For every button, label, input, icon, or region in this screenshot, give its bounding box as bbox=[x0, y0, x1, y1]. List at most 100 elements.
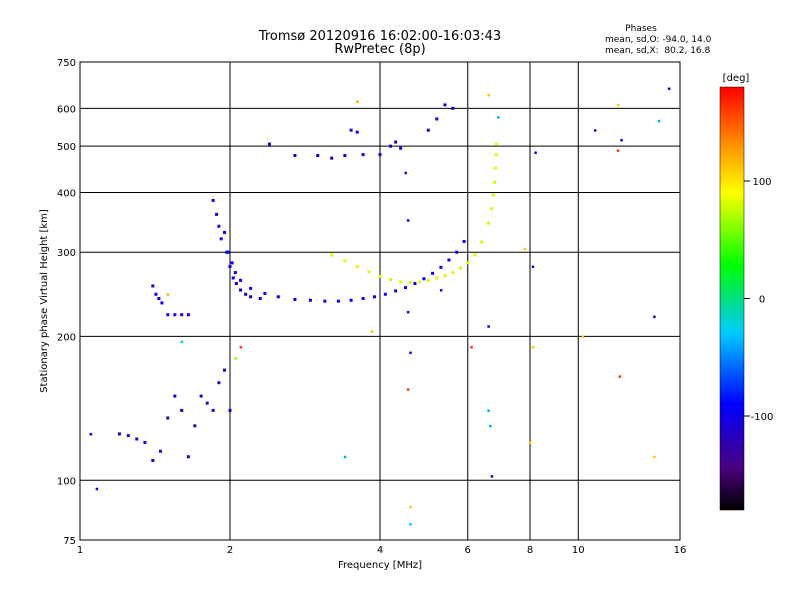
scatter-point bbox=[487, 93, 490, 97]
data-point bbox=[308, 298, 312, 302]
scatter-point bbox=[404, 171, 407, 175]
plot-frame bbox=[79, 61, 681, 541]
phases-panel-x-line: mean, sd,X: 80.2, 16.8 bbox=[605, 46, 711, 56]
scatter-point bbox=[406, 388, 410, 391]
scatter-point bbox=[534, 151, 537, 154]
data-point bbox=[205, 401, 209, 405]
data-point bbox=[399, 280, 403, 284]
data-point bbox=[228, 265, 232, 269]
data-point bbox=[211, 198, 215, 202]
colorbar-tick-label: -100 bbox=[751, 412, 774, 423]
data-point bbox=[193, 424, 197, 428]
scatter-point bbox=[523, 247, 527, 251]
data-point bbox=[239, 288, 243, 292]
data-point bbox=[378, 153, 382, 157]
data-point bbox=[160, 301, 164, 305]
x-tick-label: 8 bbox=[527, 545, 533, 556]
y-tick-label: 75 bbox=[63, 536, 76, 547]
colorbar-tick-label: 0 bbox=[759, 295, 765, 306]
data-point bbox=[249, 295, 253, 299]
data-point bbox=[426, 128, 430, 132]
data-point bbox=[173, 313, 177, 317]
data-points bbox=[89, 87, 671, 526]
data-point bbox=[231, 276, 235, 280]
data-point bbox=[267, 142, 271, 146]
x-axis-label: Frequency [MHz] bbox=[338, 560, 422, 571]
data-point bbox=[258, 297, 262, 301]
data-point bbox=[215, 212, 219, 216]
data-point bbox=[447, 258, 451, 262]
scatter-point bbox=[653, 315, 656, 319]
data-point bbox=[355, 130, 359, 134]
x-axis-ticks: 1 2 4 6 8 10 16 bbox=[77, 545, 687, 556]
colorbar-label: [deg] bbox=[723, 73, 750, 84]
data-point bbox=[217, 381, 221, 385]
data-point bbox=[180, 313, 184, 317]
data-point bbox=[186, 455, 190, 459]
scatter-point bbox=[616, 149, 620, 152]
scatter-point bbox=[581, 335, 585, 338]
data-point bbox=[234, 282, 238, 286]
data-point bbox=[494, 142, 498, 146]
scatter-point bbox=[239, 346, 243, 349]
scatter-point bbox=[667, 87, 671, 91]
data-point bbox=[367, 270, 371, 274]
data-point bbox=[239, 278, 243, 282]
data-point bbox=[180, 408, 184, 412]
data-point bbox=[249, 286, 253, 290]
data-point bbox=[373, 295, 377, 299]
data-point bbox=[435, 117, 439, 121]
scatter-point bbox=[234, 357, 237, 360]
scatter-point bbox=[356, 100, 359, 104]
colorbar-ticks: 100 0 -100 bbox=[744, 177, 773, 423]
data-point bbox=[491, 193, 495, 197]
data-point bbox=[486, 221, 490, 225]
data-point bbox=[211, 408, 215, 412]
scatter-point bbox=[409, 505, 412, 509]
scatter-point bbox=[89, 432, 93, 436]
scatter-point bbox=[343, 455, 347, 459]
scatter-point bbox=[487, 325, 490, 328]
data-point bbox=[451, 271, 455, 275]
data-point bbox=[244, 292, 248, 296]
data-point bbox=[417, 280, 421, 284]
data-point bbox=[494, 153, 498, 157]
data-point bbox=[166, 416, 170, 420]
scatter-point bbox=[653, 455, 656, 459]
data-point bbox=[166, 313, 170, 317]
data-point bbox=[173, 394, 177, 398]
data-point bbox=[394, 140, 398, 144]
data-point bbox=[223, 368, 227, 372]
data-point bbox=[336, 299, 340, 303]
scatter-point bbox=[618, 375, 622, 378]
data-point bbox=[219, 237, 223, 241]
data-point bbox=[389, 144, 393, 148]
scatter-point bbox=[529, 441, 532, 444]
data-point bbox=[473, 253, 477, 257]
y-tick-label: 300 bbox=[57, 248, 76, 259]
data-point bbox=[355, 265, 359, 269]
scatter-point bbox=[487, 409, 490, 412]
x-tick-label: 4 bbox=[377, 545, 383, 556]
data-point bbox=[330, 253, 334, 257]
data-point bbox=[157, 297, 161, 301]
scatter-point bbox=[531, 265, 535, 269]
x-tick-label: 10 bbox=[572, 545, 585, 556]
data-point bbox=[408, 281, 412, 285]
data-point bbox=[230, 261, 234, 265]
scatter-point bbox=[409, 351, 412, 355]
data-point bbox=[493, 166, 497, 170]
scatter-point bbox=[616, 103, 620, 107]
data-point bbox=[413, 282, 417, 286]
scatter-point bbox=[166, 293, 170, 296]
data-point bbox=[431, 271, 435, 275]
x-tick-label: 16 bbox=[674, 545, 687, 556]
data-point bbox=[435, 276, 439, 280]
y-tick-label: 500 bbox=[57, 142, 76, 153]
scatter-point bbox=[95, 487, 99, 491]
data-point bbox=[228, 408, 232, 412]
data-point bbox=[455, 250, 459, 254]
y-axis-ticks: 75 100 200 300 400 500 600 750 bbox=[57, 58, 76, 547]
scatter-point bbox=[593, 129, 597, 132]
